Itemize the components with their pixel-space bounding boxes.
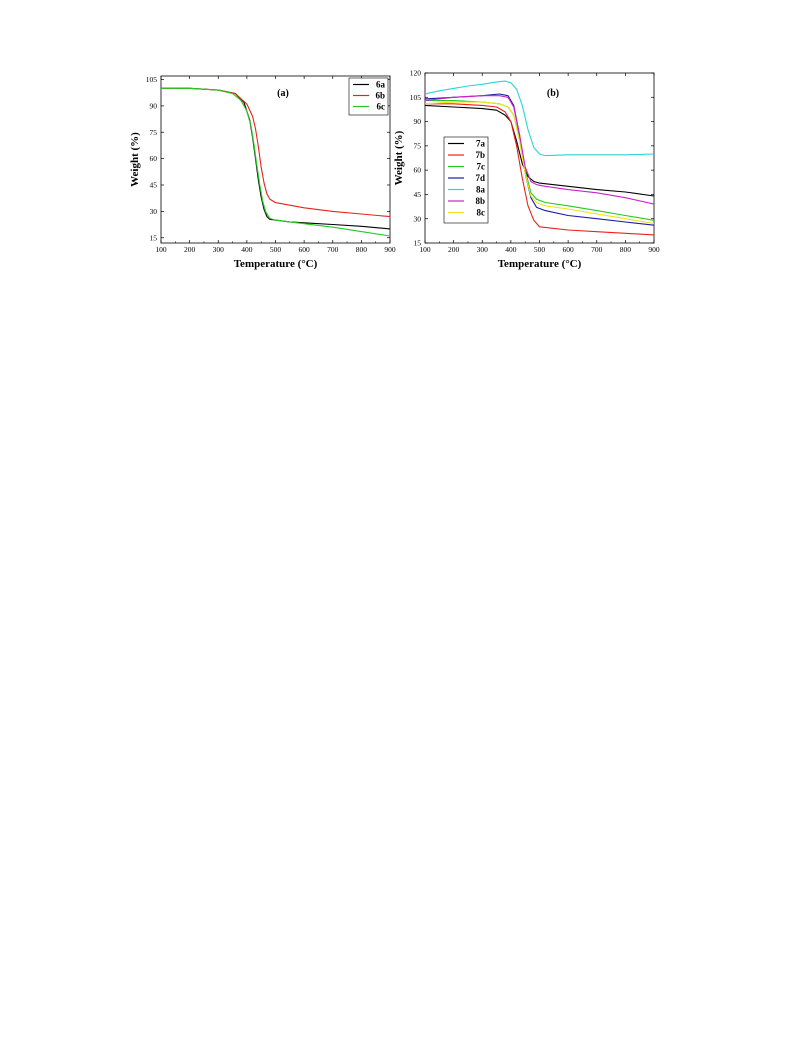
series-line-7b [425, 103, 654, 236]
y-tick-label: 75 [414, 141, 422, 150]
tga-chart-svg: 100 200 300 400 500 600 700 800 900 15 30 45 60 75 90 1… [129, 69, 660, 270]
x-tick-label: 600 [299, 245, 311, 254]
series-line-8c [425, 101, 654, 225]
legend-label: 6a [376, 80, 386, 90]
tga-figure: 100 200 300 400 500 600 700 800 900 15 30 45 60 75 90 1… [0, 0, 793, 300]
y-tick-label: 30 [150, 207, 158, 216]
series-group [425, 80, 654, 236]
y-tick-label: 15 [414, 239, 422, 248]
chart-panel-0: 100 200 300 400 500 600 700 800 900 15 30 45 60 75 90 1… [129, 75, 396, 270]
y-tick-label: 105 [146, 75, 158, 84]
x-axis-title: Temperature (°C) [234, 258, 318, 270]
series-line-6c [161, 87, 390, 237]
y-tick-label: 30 [414, 214, 422, 223]
series-line-8a [425, 80, 654, 157]
series-line-6b [161, 87, 390, 218]
legend-label: 7c [477, 162, 486, 172]
x-tick-label: 200 [184, 245, 196, 254]
y-tick-label: 120 [410, 69, 422, 78]
x-tick-label: 600 [563, 245, 575, 254]
legend-label: 8b [475, 196, 485, 206]
y-tick-label: 90 [414, 117, 422, 126]
x-tick-label: 900 [384, 245, 396, 254]
series-line-8b [425, 95, 654, 205]
x-tick-label: 400 [505, 245, 517, 254]
y-tick-label: 60 [414, 166, 422, 175]
x-tick-label: 100 [419, 245, 431, 254]
x-tick-label: 800 [356, 245, 368, 254]
x-axis-title: Temperature (°C) [498, 258, 582, 270]
y-tick-label: 60 [150, 154, 158, 163]
y-tick-label: 15 [150, 233, 158, 242]
legend-label: 7b [475, 150, 485, 160]
legend-label: 7d [475, 173, 485, 183]
x-tick-label: 300 [477, 245, 489, 254]
y-axis-title: Weight (%) [393, 130, 405, 185]
chart-panel-1: 100 200 300 400 500 600 700 800 900 15 30 45 60 75 90 1… [393, 69, 660, 270]
x-tick-label: 500 [270, 245, 282, 254]
panel-label: (a) [277, 88, 289, 99]
legend-box [443, 136, 489, 224]
x-tick-label: 700 [327, 245, 339, 254]
x-tick-label: 100 [155, 245, 167, 254]
panel-label: (b) [547, 88, 559, 99]
x-tick-label: 500 [534, 245, 546, 254]
x-tick-label: 400 [241, 245, 253, 254]
x-tick-label: 900 [648, 245, 660, 254]
legend-label: 8c [477, 208, 486, 218]
legend-label: 8a [476, 185, 486, 195]
series-group [161, 87, 390, 237]
x-tick-label: 200 [448, 245, 460, 254]
x-tick-label: 300 [213, 245, 225, 254]
y-tick-label: 45 [150, 181, 158, 190]
y-tick-label: 75 [150, 128, 158, 137]
legend-label: 6b [375, 91, 385, 101]
y-tick-label: 45 [414, 190, 422, 199]
y-tick-label: 90 [150, 101, 158, 110]
legend-label: 6c [377, 102, 386, 112]
x-tick-label: 700 [591, 245, 603, 254]
y-tick-label: 105 [410, 93, 422, 102]
y-axis-title: Weight (%) [129, 132, 141, 187]
x-tick-label: 800 [620, 245, 632, 254]
legend-label: 7a [476, 139, 486, 149]
